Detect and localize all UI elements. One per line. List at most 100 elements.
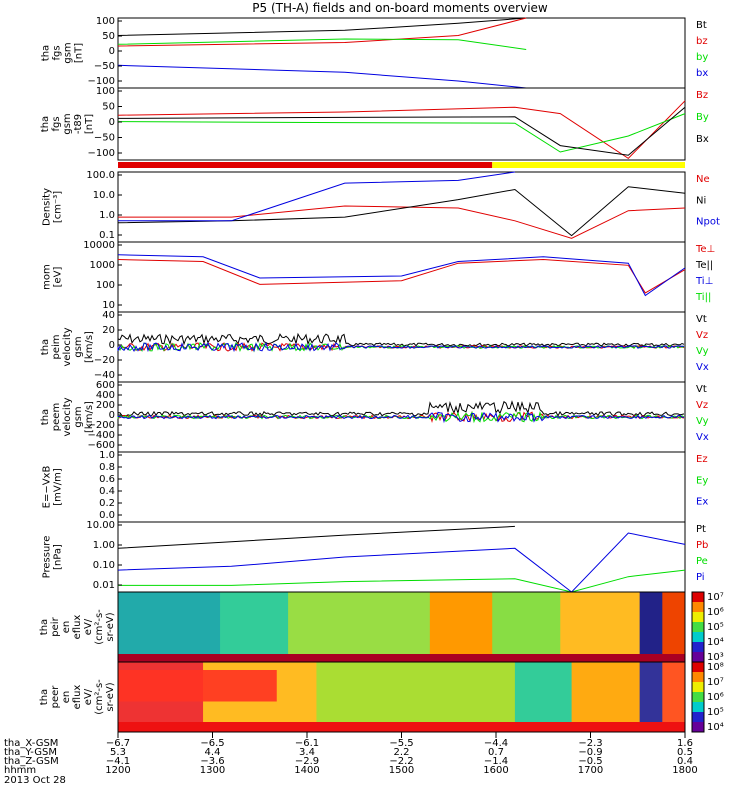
series-Pi: [117, 532, 686, 593]
y-tick-label: 100: [96, 280, 115, 291]
y-axis-label: [nT]: [74, 43, 85, 63]
y-tick-label: −100: [88, 76, 115, 87]
legend-entry: Vy: [696, 416, 709, 427]
spectrogram-band: [492, 592, 561, 662]
y-tick-label: 0: [109, 117, 115, 128]
axis-value-label: 1200: [105, 765, 130, 776]
axis-value-label: −2.9: [295, 756, 319, 767]
y-tick-label: −100: [88, 148, 115, 159]
y-axis-label: eflux: [72, 615, 83, 640]
axis-value-label: 3.4: [299, 747, 315, 758]
y-axis-label: peim: [51, 334, 62, 359]
legend-entry: Vt: [696, 384, 707, 395]
spectrogram-low-energy-band: [118, 654, 685, 662]
legend-entry: Ne: [696, 174, 710, 185]
y-axis-label: -t89: [73, 114, 84, 134]
legend-entry: bx: [696, 68, 708, 79]
y-axis-label: tha: [41, 45, 52, 61]
y-tick-label: 100.0: [86, 170, 115, 181]
y-tick-label: 400: [96, 390, 115, 401]
spectrogram-band: [571, 662, 641, 732]
series-Ni: [117, 186, 686, 237]
colorbar-tick-label: 10⁴: [707, 637, 724, 648]
y-axis-label: fgs: [52, 45, 63, 60]
axis-value-label: −6.1: [295, 738, 319, 749]
spectrogram-band: [639, 592, 663, 662]
y-tick-label: 20: [102, 325, 115, 336]
legend-entry: Te⊥: [695, 244, 715, 255]
y-axis-label: gsm: [62, 113, 73, 134]
y-axis-label: tha: [40, 116, 51, 132]
legend-entry: Bx: [696, 134, 709, 145]
series-bx: [117, 64, 527, 89]
y-axis-label: [eV]: [53, 267, 64, 288]
spectrogram-band: [514, 662, 573, 732]
legend-entry: Te||: [695, 260, 713, 271]
series-Pt: [117, 525, 515, 549]
colorbar-segment: [692, 632, 704, 643]
axis-value-label: −4.4: [484, 738, 508, 749]
y-axis-label: velocity: [62, 327, 73, 366]
y-tick-label: −50: [94, 133, 115, 144]
colorbar-frame: [691, 661, 705, 733]
panel-9: 10⁷ 10⁶ 10⁵ 10⁴ 10³ tha peir en eflux eV/(cm²-s-s…: [39, 591, 724, 663]
y-tick-label: 50: [102, 31, 115, 42]
y-axis-label: peem: [51, 403, 62, 431]
legend-entry: By: [696, 112, 709, 123]
axis-value-label: −5.5: [389, 738, 413, 749]
colorbar-segment: [692, 672, 704, 683]
axis-row-label: tha_Z-GSM: [4, 756, 59, 767]
series-Vx: [117, 341, 684, 353]
axis-value-label: 4.4: [205, 747, 221, 758]
legend-entry: Npot: [696, 217, 720, 228]
legend-entry: Ti⊥: [695, 276, 713, 287]
colorbar-tick-label: 10⁷: [707, 677, 724, 688]
axis-value-label: 0.5: [677, 747, 693, 758]
axis-value-label: −2.2: [389, 756, 413, 767]
panel-frame: [117, 451, 686, 523]
y-axis-label: eflux: [72, 685, 83, 710]
axis-row-label: tha_Y-GSM: [4, 747, 57, 758]
y-tick-label: 40: [102, 310, 115, 321]
y-axis-label: E=−VxB: [42, 466, 53, 509]
spectrogram-band: [560, 592, 641, 662]
axis-value-label: −6.5: [200, 738, 224, 749]
y-axis-label: fgs: [51, 116, 62, 131]
y-axis-label: tha: [40, 339, 51, 355]
axis-value-label: 1600: [483, 765, 508, 776]
y-tick-label: 100: [96, 86, 115, 97]
legend-entry: Ez: [696, 454, 708, 465]
panel-3: 100.0 10.0 1.0 0.1 Ne Ni Npot Density [cm⁻³]: [42, 170, 720, 243]
legend-entry: bz: [696, 36, 708, 47]
y-tick-label: 1000: [90, 260, 115, 271]
legend-entry: Vx: [696, 432, 709, 443]
y-tick-label: 0: [109, 410, 115, 421]
spectrogram-band: [429, 592, 493, 662]
y-axis-label: gsm: [73, 406, 84, 427]
y-tick-label: 10.00: [86, 520, 115, 531]
series-Vt: [117, 400, 685, 417]
panel-1: 100 50 0 −50 −100 Bt bz by bx tha fgs gsm [nT]: [41, 16, 708, 89]
y-tick-label: 50: [102, 102, 115, 113]
spectrogram-band: [639, 662, 663, 732]
y-axis-label: tha: [39, 619, 50, 635]
legend-entry: Pb: [696, 540, 708, 551]
series-Npot: [118, 171, 515, 222]
colorbar-segment: [692, 662, 704, 673]
y-tick-label: 0.8: [99, 462, 115, 473]
y-tick-label: 10: [102, 300, 115, 311]
y-tick-label: −600: [88, 440, 115, 451]
colorbar-segment: [692, 592, 704, 603]
series-By: [117, 113, 686, 153]
colorbar-tick-label: 10³: [707, 652, 724, 663]
axis-row-label: hhmm: [4, 765, 36, 776]
series-Ne: [118, 205, 686, 239]
y-tick-label: 0.0: [99, 510, 115, 521]
legend-entry: Vz: [696, 400, 708, 411]
y-tick-label: 600: [96, 380, 115, 391]
y-axis-label: eV/: [83, 618, 94, 635]
axis-value-label: 2.2: [394, 747, 410, 758]
panel-5: 40 20 0 −20 −40 Vt Vz Vy Vx tha peim velocity gsm [km…: [40, 310, 709, 383]
orbit-bar-red: [118, 162, 493, 168]
